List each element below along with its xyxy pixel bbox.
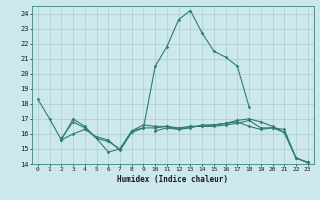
X-axis label: Humidex (Indice chaleur): Humidex (Indice chaleur) (117, 175, 228, 184)
